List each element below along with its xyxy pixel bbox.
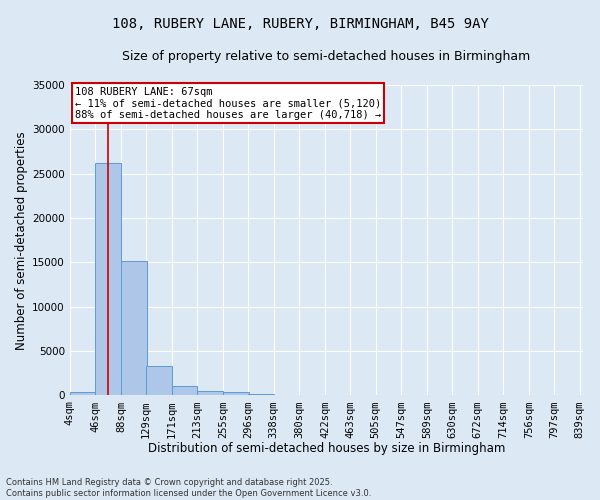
Text: 108, RUBERY LANE, RUBERY, BIRMINGHAM, B45 9AY: 108, RUBERY LANE, RUBERY, BIRMINGHAM, B4…: [112, 18, 488, 32]
Bar: [197, 390, 223, 396]
Bar: [172, 386, 197, 396]
Bar: [146, 366, 172, 396]
Text: Contains HM Land Registry data © Crown copyright and database right 2025.
Contai: Contains HM Land Registry data © Crown c…: [6, 478, 371, 498]
Y-axis label: Number of semi-detached properties: Number of semi-detached properties: [15, 131, 28, 350]
Bar: [70, 392, 95, 396]
X-axis label: Distribution of semi-detached houses by size in Birmingham: Distribution of semi-detached houses by …: [148, 442, 505, 455]
Bar: [223, 392, 249, 396]
Bar: [248, 394, 274, 396]
Bar: [121, 260, 147, 396]
Title: Size of property relative to semi-detached houses in Birmingham: Size of property relative to semi-detach…: [122, 50, 530, 63]
Bar: [95, 163, 121, 396]
Text: 108 RUBERY LANE: 67sqm
← 11% of semi-detached houses are smaller (5,120)
88% of : 108 RUBERY LANE: 67sqm ← 11% of semi-det…: [75, 86, 381, 120]
